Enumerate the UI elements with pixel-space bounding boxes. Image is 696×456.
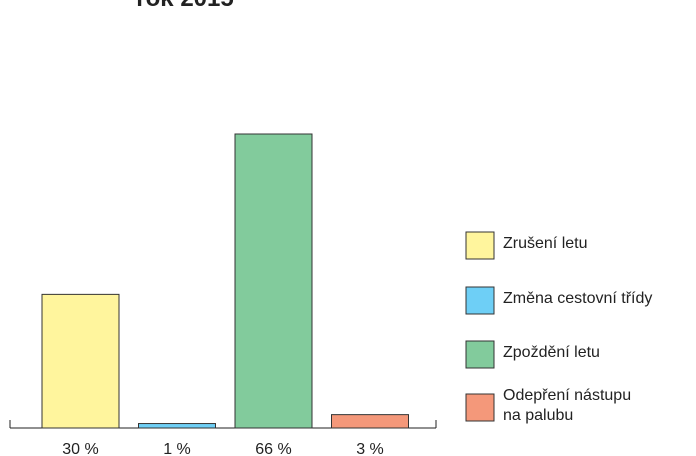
chart-title: rok 2015 [136, 0, 233, 12]
value-label: 3 % [356, 441, 384, 456]
legend-label: Odepření nástupu na palubu [503, 386, 632, 424]
bar [41, 293, 120, 429]
legend-label: Změna cestovní třídy [503, 289, 653, 307]
bar [234, 133, 313, 429]
value-label: 30 % [62, 441, 98, 456]
legend-label: Zpoždění letu [503, 343, 600, 361]
legend-swatch [465, 231, 495, 260]
bar [138, 423, 216, 429]
value-label: 1 % [163, 441, 191, 456]
legend-swatch [465, 340, 495, 369]
bar [331, 414, 409, 429]
legend-swatch [465, 286, 495, 315]
legend-swatch [465, 393, 495, 422]
legend-label: Zrušení letu [503, 234, 588, 252]
value-label: 66 % [255, 441, 291, 456]
